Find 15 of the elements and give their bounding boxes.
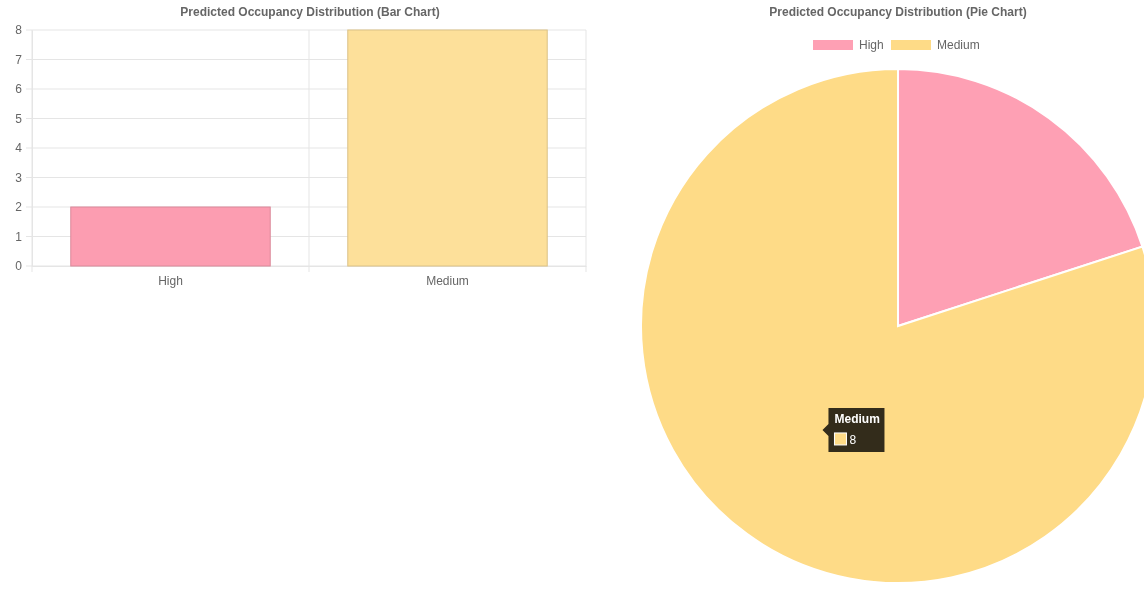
y-tick-label: 1 (15, 229, 23, 244)
y-tick-label: 0 (15, 259, 23, 274)
y-tick-label: 7 (15, 52, 23, 67)
y-tick-label: 8 (15, 23, 23, 38)
legend-label: Medium (937, 38, 980, 52)
chart-title: Predicted Occupancy Distribution (Bar Chart) (180, 5, 440, 19)
y-tick-label: 3 (15, 170, 23, 185)
data-label: 8 (849, 432, 857, 447)
slice-label: Medium (834, 411, 880, 426)
legend-label: High (859, 38, 884, 52)
y-tick-label: 6 (15, 82, 23, 97)
y-tick-label: 2 (15, 200, 23, 215)
chart-title: Predicted Occupancy Distribution (Pie Chart) (769, 5, 1027, 19)
y-tick-label: 4 (15, 141, 23, 156)
y-tick-label: 5 (15, 111, 23, 126)
